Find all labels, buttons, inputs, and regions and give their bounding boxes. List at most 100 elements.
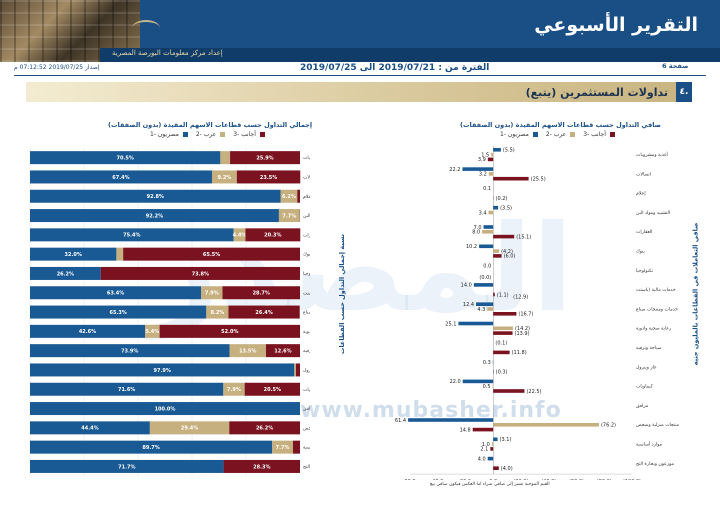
left-chart-legend: أجانب -3 عرب -2 مصريون -1 [150, 131, 265, 138]
net-bar [476, 302, 494, 306]
bar-segment [30, 170, 212, 184]
category-label: سياحة وترفيه [303, 349, 310, 354]
section-number: ٤. [676, 82, 692, 102]
category-label: كيماويات [303, 387, 310, 393]
value-label: (16.7) [518, 312, 533, 318]
tick-label: 60.0 [404, 479, 415, 480]
legend-foreigners-right: أجانب -3 [583, 131, 615, 138]
left-chart-title: إجمالي التداول حسب قطاعات الاسهم المقيدة… [108, 121, 313, 129]
bar-segment [149, 421, 230, 435]
data-label: 97.9% [153, 368, 170, 374]
value-label: 0.3 [483, 360, 491, 366]
tick-label: (40.0) [541, 479, 556, 480]
data-label: 6.2% [282, 194, 296, 200]
right-chart-footnote: القيم الموجبة تشير إلى صافي شراء اما الع… [430, 482, 550, 487]
value-label: 12.4 [463, 302, 474, 308]
bar-segment [233, 228, 246, 242]
data-label: 44.4% [81, 426, 98, 432]
bar-segment [236, 170, 301, 184]
value-label: (11.8) [512, 350, 527, 356]
bar-segment [30, 382, 224, 396]
release-timestamp: إصدار 2019/07/25 07:12:52 م [14, 64, 100, 71]
data-label: 73.9% [121, 348, 138, 354]
net-bar [491, 152, 494, 157]
category-label: منتجات منزلية وشخص [303, 426, 310, 431]
bar-segment [30, 344, 230, 358]
net-bar [473, 283, 494, 287]
page-number: صفحة 6 [662, 62, 689, 70]
bar-segment [211, 170, 237, 184]
data-label: 26.2% [256, 426, 273, 432]
right-net-bar-chart: (5.5) 1.53.9 أغذية ومشروبات 22.2 3.2 (25.5) ات… [395, 146, 680, 480]
category-label: غاز وبترول [636, 365, 657, 370]
value-label: 1.5 [481, 152, 489, 158]
bar-segment [278, 209, 300, 223]
bar-segment [100, 266, 301, 280]
data-label: 7.9% [205, 291, 219, 297]
category-label: تكنولوجيا [303, 271, 310, 277]
bar-segment [116, 247, 124, 261]
value-label: 3.2 [479, 172, 487, 178]
category-label: اتصالات [636, 172, 651, 177]
bar-segment [223, 382, 245, 396]
value-label: (6.0) [504, 254, 516, 260]
data-label: 25.9% [256, 155, 273, 161]
data-label: 7.7% [282, 213, 296, 219]
data-label: 70.5% [116, 155, 133, 161]
value-label: 14.8 [460, 427, 471, 433]
value-label: 4.3 [477, 307, 485, 313]
category-label: العقارات [636, 230, 652, 235]
data-label: 7.7% [276, 445, 290, 451]
report-title: التقرير الأسبوعي [534, 14, 698, 36]
section-banner [26, 82, 692, 102]
legend-egyptians: مصريون -1 [150, 131, 188, 138]
value-label: 2.1 [480, 447, 488, 453]
net-bar [493, 254, 502, 258]
value-label: (3.1) [500, 437, 512, 443]
category-label: خدمات مالية (باستث [303, 290, 310, 296]
data-label: 13.5% [239, 348, 256, 354]
title-band [140, 8, 712, 48]
net-bar [493, 437, 498, 442]
left-chart-vertical-label: نسبة إجمالي التداول حسب القطاعات [338, 233, 347, 355]
data-label: 20.3% [264, 233, 281, 239]
tick-label: 0.0 [489, 479, 497, 480]
net-bar [493, 389, 525, 393]
net-bar [488, 172, 494, 176]
legend-arabs-right: عرب -2 [546, 131, 576, 138]
net-bar [493, 423, 599, 427]
value-label: (0.3) [496, 370, 508, 376]
data-label: 20.5% [264, 387, 281, 393]
value-label: 7.0 [474, 225, 482, 231]
net-bar [483, 225, 494, 229]
value-label: 25.1 [445, 321, 456, 327]
net-bar [488, 210, 494, 215]
category-label: خدمات ومنتجات صناع [636, 307, 678, 312]
net-bar [492, 384, 494, 388]
data-label: 42.6% [79, 329, 96, 335]
tick-label: 20.0 [460, 479, 471, 480]
data-label: 12.6% [274, 348, 291, 354]
category-label: موارد أساسية [303, 444, 310, 451]
bar-segment [159, 324, 300, 338]
legend-foreigners: أجانب -3 [233, 131, 265, 138]
data-label: 63.4% [107, 291, 124, 297]
category-label: غاز وبترول [303, 368, 310, 373]
tick-label: (20.0) [513, 479, 528, 480]
category-label: أغذية ومشروبات [636, 151, 669, 158]
value-label: 61.4 [395, 418, 406, 424]
report-subtitle: إعداد مركز معلومات البورصة المصرية [112, 49, 223, 57]
net-bar [493, 176, 529, 181]
net-bar [487, 157, 494, 162]
value-label: 3.4 [479, 210, 487, 216]
value-label: 1.0 [482, 442, 490, 448]
bar-segment [30, 209, 279, 223]
bar-segment [30, 402, 300, 416]
value-label: 8.0 [472, 230, 480, 236]
value-label: (14.2) [515, 326, 530, 332]
section-title: تداولات المستثمرين (يتبع) [525, 86, 668, 99]
category-label: كيماويات [636, 384, 654, 390]
net-bar [491, 442, 494, 446]
left-stacked-bar-chart: 70.5% 25.9% أغذية ومشروبات 67.4% 9.2% 23.5% ات… [29, 148, 310, 477]
bar-segment [206, 305, 229, 319]
